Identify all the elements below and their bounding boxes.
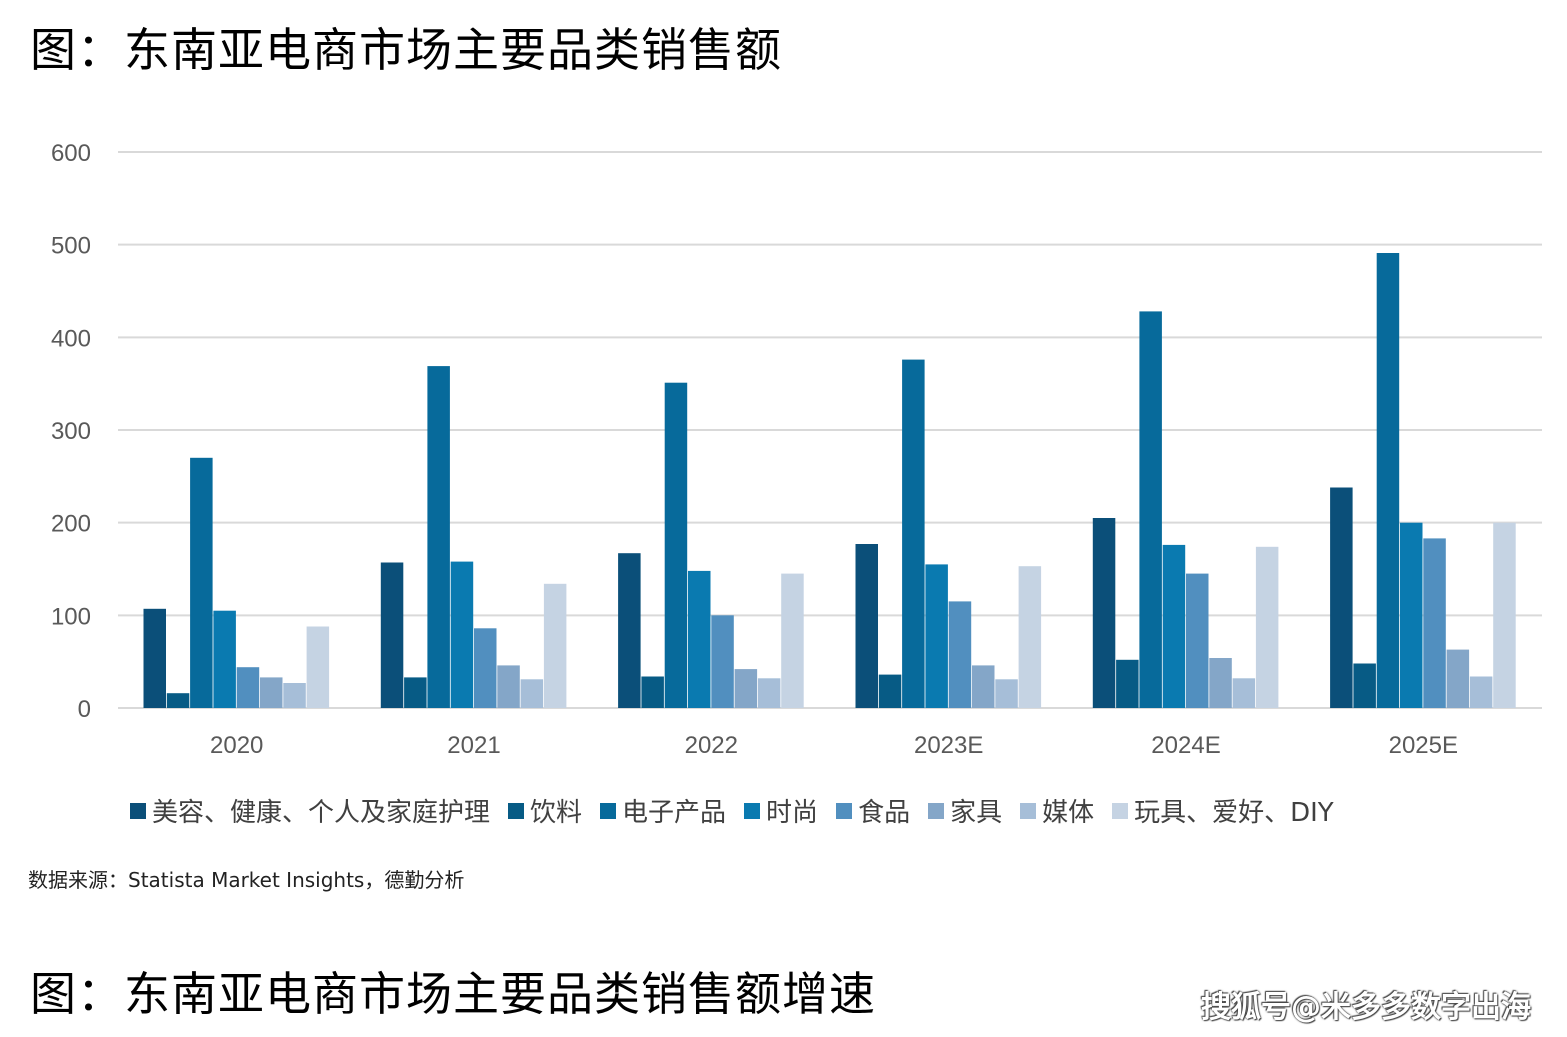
bar: [781, 573, 804, 708]
y-tick-label: 100: [51, 603, 91, 630]
bar: [902, 359, 925, 708]
y-tick-label: 200: [51, 511, 91, 538]
legend-item: 食品: [836, 792, 910, 829]
bar: [1255, 546, 1279, 708]
bar: [1186, 573, 1209, 708]
bar: [855, 544, 878, 708]
x-axis-ticks: 2020 2021 2022 2023E 2024E 2025E: [210, 732, 1458, 759]
legend-label: 媒体: [1042, 798, 1095, 828]
x-tick-label: 2020: [210, 732, 263, 759]
bar: [260, 677, 283, 708]
legend-label: 时尚: [766, 798, 819, 828]
bar: [380, 562, 404, 708]
x-tick-label: 2023E: [914, 732, 983, 759]
legend-label: 玩具、爱好、DIY: [1134, 798, 1334, 828]
grid-lines: [118, 151, 1542, 709]
bar: [543, 583, 567, 708]
bar: [757, 678, 781, 708]
watermark: 搜狐号@米多多数字出海: [1201, 990, 1531, 1025]
bar: [1400, 522, 1423, 708]
bar: [1353, 663, 1376, 708]
bar: [450, 561, 474, 708]
bar: [618, 553, 641, 708]
y-axis-ticks: 0 100 200 300 400 500 600: [51, 140, 91, 723]
legend-item: 美容、健康、个人及家庭护理: [130, 792, 490, 829]
bar: [1018, 566, 1042, 708]
bar: [1092, 518, 1116, 708]
bar: [925, 564, 948, 708]
bar: [1493, 522, 1516, 708]
bar: [236, 667, 260, 708]
bar: [1446, 649, 1470, 708]
x-tick-label: 2024E: [1151, 732, 1220, 759]
y-tick-label: 300: [51, 418, 91, 445]
source-note: 数据来源：Statista Market Insights，德勤分析: [28, 868, 465, 892]
bar: [190, 457, 213, 708]
x-tick-label: 2022: [685, 732, 738, 759]
legend-swatch: [1112, 802, 1129, 819]
bar: [688, 570, 711, 708]
legend-label: 饮料: [530, 798, 583, 828]
chart-title: 图：东南亚电商市场主要品类销售额: [30, 23, 782, 77]
legend-item: 媒体: [1020, 792, 1094, 829]
bar: [711, 615, 734, 708]
bar: [1423, 538, 1446, 708]
bar: [995, 679, 1018, 708]
y-tick-label: 400: [51, 325, 91, 352]
bar: [641, 676, 664, 708]
bar: [474, 628, 497, 708]
legend-item: 电子产品: [600, 792, 726, 829]
legend-item: 饮料: [508, 792, 582, 829]
bar: [948, 601, 972, 708]
legend-item: 时尚: [744, 792, 818, 829]
legend-label: 美容、健康、个人及家庭护理: [152, 798, 491, 828]
bar: [734, 669, 758, 708]
legend-label: 家具: [950, 798, 1003, 828]
legend-swatch: [130, 802, 146, 819]
bar: [427, 366, 450, 708]
bar: [1469, 676, 1493, 708]
bar: [306, 626, 330, 708]
legend-item: 家具: [928, 792, 1002, 829]
bar: [1232, 678, 1256, 708]
legend-swatch: [744, 802, 761, 819]
legend-swatch: [600, 802, 617, 819]
y-tick-label: 500: [51, 233, 91, 260]
bar: [1330, 487, 1353, 708]
bar: [664, 382, 688, 708]
legend-label: 电子产品: [622, 798, 727, 828]
legend-swatch: [836, 802, 853, 819]
bar: [1139, 311, 1162, 708]
bars: [143, 253, 1516, 708]
bar: [1209, 658, 1232, 708]
bar: [972, 665, 995, 708]
legend-swatch: [508, 802, 525, 819]
y-tick-label: 0: [78, 696, 91, 723]
legend-swatch: [1020, 802, 1037, 819]
x-tick-label: 2025E: [1389, 732, 1458, 759]
bar: [520, 679, 544, 708]
second-chart-title: 图：东南亚电商市场主要品类销售额增速: [30, 967, 876, 1021]
bar: [404, 677, 427, 708]
bar: [166, 693, 190, 708]
bar: [497, 665, 520, 708]
bar: [1376, 253, 1400, 708]
legend-label: 食品: [858, 798, 911, 828]
legend-item: 玩具、爱好、DIY: [1112, 792, 1334, 829]
bar: [213, 610, 236, 708]
y-tick-label: 600: [51, 140, 91, 167]
legend-swatch: [928, 802, 945, 819]
bar: [1116, 659, 1139, 708]
bar: [283, 683, 306, 708]
bar: [143, 608, 166, 708]
bar: [878, 674, 902, 708]
legend: 美容、健康、个人及家庭护理 饮料 电子产品 时尚 食品 家具 媒体 玩具、爱好、DIY: [130, 792, 1352, 829]
x-tick-label: 2021: [447, 732, 500, 759]
bar: [1162, 544, 1186, 708]
